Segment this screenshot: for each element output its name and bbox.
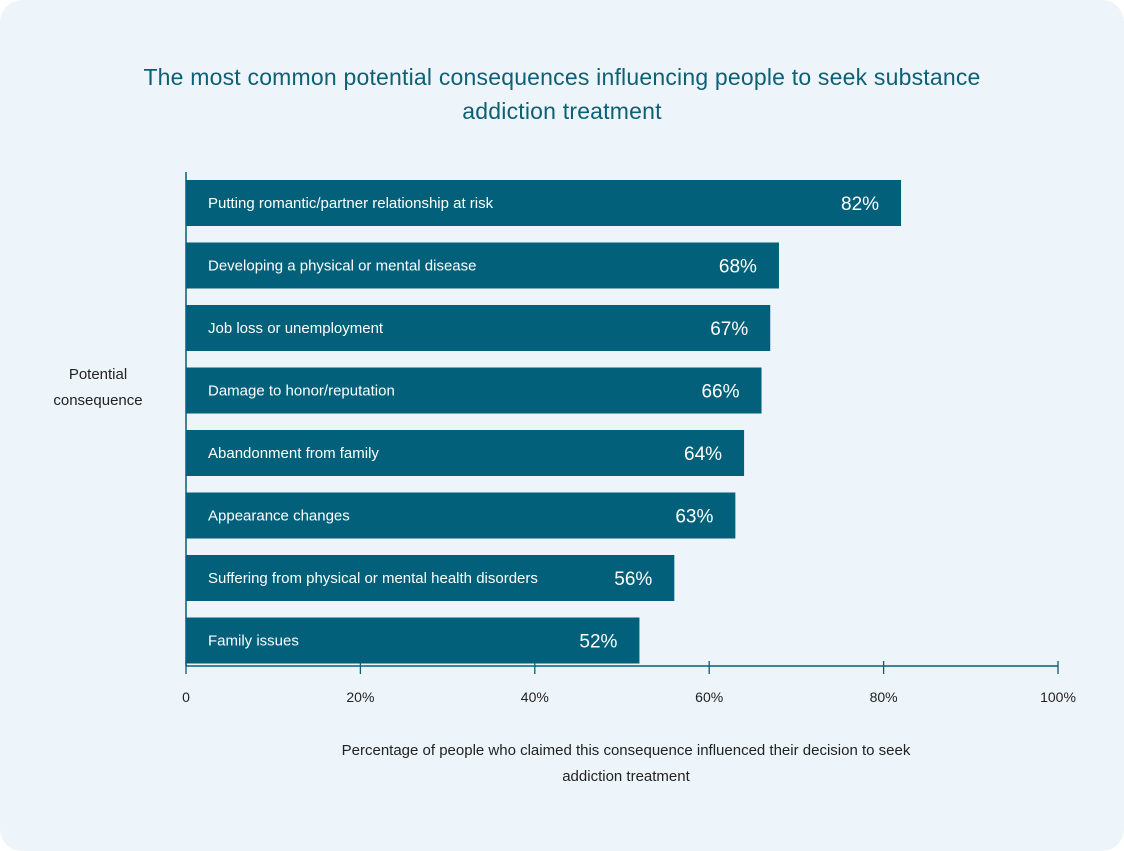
bar bbox=[186, 492, 736, 539]
x-tick-label: 20% bbox=[346, 689, 374, 705]
x-axis-label: Percentage of people who claimed this co… bbox=[341, 742, 911, 785]
bar-category-label: Developing a physical or mental disease bbox=[208, 258, 476, 275]
bar-category-label: Damage to honor/reputation bbox=[208, 383, 395, 400]
bar bbox=[186, 305, 771, 351]
chart-title: The most common potential consequences i… bbox=[143, 64, 981, 124]
bar-value-label: 64% bbox=[684, 444, 722, 465]
y-axis-label: Potential consequence bbox=[53, 366, 143, 409]
bar bbox=[186, 180, 902, 226]
bar bbox=[186, 367, 762, 414]
bar-value-label: 68% bbox=[719, 257, 757, 278]
bar-category-label: Job loss or unemployment bbox=[208, 320, 384, 337]
bar-value-label: 67% bbox=[710, 319, 748, 340]
x-tick-label: 80% bbox=[870, 689, 898, 705]
bar-value-label: 82% bbox=[841, 194, 879, 215]
bar bbox=[186, 242, 779, 289]
x-tick-label: 0 bbox=[182, 689, 190, 705]
bar-category-label: Suffering from physical or mental health… bbox=[208, 570, 538, 587]
bar-category-label: Appearance changes bbox=[208, 508, 350, 525]
bar-category-label: Abandonment from family bbox=[208, 445, 379, 462]
bar-category-label: Putting romantic/partner relationship at… bbox=[208, 195, 494, 212]
x-tick-label: 40% bbox=[521, 689, 549, 705]
bar-category-label: Family issues bbox=[208, 633, 299, 650]
bar bbox=[186, 617, 640, 664]
bar-value-label: 56% bbox=[614, 569, 652, 590]
bar-value-label: 52% bbox=[579, 632, 617, 653]
bar bbox=[186, 430, 745, 476]
bar-value-label: 66% bbox=[701, 382, 739, 403]
x-tick-label: 60% bbox=[695, 689, 723, 705]
bar bbox=[186, 555, 675, 601]
bar-value-label: 63% bbox=[675, 507, 713, 528]
x-tick-label: 100% bbox=[1040, 689, 1076, 705]
